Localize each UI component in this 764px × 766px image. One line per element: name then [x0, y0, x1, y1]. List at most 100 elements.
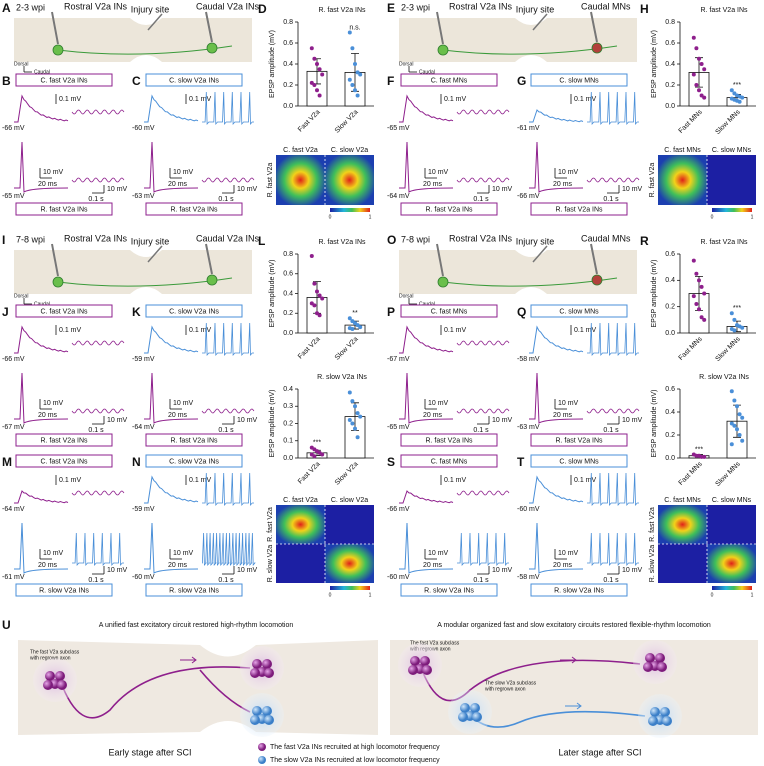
- panel-letter: I: [2, 233, 5, 247]
- box-label: C. slow MNs: [559, 458, 599, 465]
- rest-potential: -64 mV: [2, 506, 25, 513]
- box-label: R. slow V2a INs: [424, 587, 474, 594]
- neuron: [472, 712, 482, 722]
- data-point: [697, 56, 701, 61]
- colorbar-tick: 0: [711, 592, 714, 598]
- data-point: [312, 83, 317, 87]
- data-point: [358, 414, 363, 419]
- heatmap-cell: [276, 155, 325, 205]
- axis-label: Dorsal: [399, 293, 413, 299]
- cluster-note: The fast V2a subclass: [410, 640, 460, 646]
- stage: 2-3 wpi: [401, 2, 430, 12]
- label-box: [400, 202, 498, 216]
- scale-label: 0.1 s: [88, 427, 104, 434]
- data-point: [735, 404, 739, 409]
- data-point: [358, 325, 363, 330]
- rest-potential: -60 mV: [132, 574, 155, 581]
- heatmap-cell: [658, 505, 707, 544]
- data-point: [691, 258, 696, 263]
- box-label: R. slow V2a INs: [554, 587, 604, 594]
- heatmap-cell: [325, 544, 374, 583]
- legend-swatch: [258, 743, 266, 751]
- data-point: [315, 289, 319, 294]
- data-point: [694, 46, 699, 51]
- data-point: [737, 412, 742, 417]
- scale-label: 10 mV: [558, 169, 579, 176]
- data-point: [691, 35, 696, 40]
- row-label: R. slow V2a: [649, 545, 656, 582]
- heatmap-cell: [707, 505, 756, 544]
- label-box: [400, 304, 498, 318]
- data-point: [312, 303, 317, 308]
- neuron: [458, 712, 468, 722]
- trace: [529, 372, 584, 424]
- data-point: [309, 46, 314, 51]
- y-axis-label: EPSP amplitude (mV): [269, 260, 276, 328]
- injury-needle: [532, 13, 548, 31]
- y-tick-label: 0.0: [665, 103, 675, 110]
- box-label: C. fast MNs: [431, 77, 468, 84]
- trace: [399, 372, 454, 424]
- y-tick-label: 0.1: [283, 438, 293, 445]
- arrow: [565, 702, 582, 710]
- trace: [71, 177, 125, 183]
- heatmap-cell: [707, 544, 756, 583]
- box-label: R. fast V2a INs: [425, 206, 473, 213]
- data-point: [702, 291, 707, 296]
- panel-letter: F: [387, 74, 394, 88]
- axis-label: Caudal: [419, 301, 435, 307]
- data-point: [691, 294, 696, 299]
- box-label: C. slow MNs: [559, 308, 599, 315]
- y-tick-label: 0.2: [665, 304, 675, 311]
- y-tick-label: 0.2: [283, 82, 293, 89]
- rest-potential: -66 mV: [2, 125, 25, 132]
- colorbar-tick: 0: [711, 214, 714, 220]
- scale-label: 0.1 s: [473, 577, 489, 584]
- trace: [529, 522, 584, 574]
- trace: [14, 522, 69, 574]
- neuron: [460, 703, 470, 713]
- y-tick-label: 0.4: [283, 61, 293, 68]
- neuron: [264, 668, 274, 678]
- scale-label: 0.1 s: [218, 427, 234, 434]
- scale-label: 0.1 mV: [574, 327, 597, 334]
- significance: ***: [733, 82, 741, 89]
- neuron: [43, 680, 53, 690]
- heatmap-cell: [325, 155, 374, 205]
- neuron: [262, 659, 272, 669]
- label-box: [145, 304, 243, 318]
- summary-title: A unified fast excitatory circuit restor…: [99, 622, 294, 629]
- y-axis-label: EPSP amplitude (mV): [269, 390, 276, 458]
- scale-label: 0.1 mV: [59, 477, 82, 484]
- neuron: [264, 715, 274, 725]
- panel-letter: G: [517, 74, 526, 88]
- scale-label: 10 mV: [428, 169, 449, 176]
- rest-potential: -63 mV: [517, 424, 540, 431]
- y-tick-label: 0.8: [283, 251, 293, 258]
- colorbar: [330, 208, 370, 212]
- scale-label: 20 ms: [168, 181, 188, 188]
- scale-label: 10 mV: [237, 186, 258, 193]
- data-point: [350, 399, 355, 404]
- colorbar: [712, 208, 752, 212]
- data-point: [694, 83, 699, 87]
- neuron: [252, 706, 262, 716]
- panel-letter: J: [2, 305, 9, 319]
- spinal-cord: [399, 18, 637, 62]
- arrow: [560, 656, 577, 664]
- data-point: [702, 317, 707, 322]
- box-label: C. slow V2a INs: [169, 458, 219, 465]
- cell-label: Injury site: [516, 236, 555, 246]
- rest-potential: -58 mV: [517, 356, 540, 363]
- heatmap-cell: [276, 505, 325, 544]
- electrode: [51, 11, 59, 45]
- data-point: [740, 95, 745, 100]
- label-box: [145, 73, 243, 87]
- cell-label: Rostral V2a INs: [64, 1, 128, 11]
- rest-potential: -65 mV: [387, 424, 410, 431]
- trace: [202, 322, 254, 357]
- scale-label: 20 ms: [553, 181, 573, 188]
- cluster-note: The fast V2a subclass: [30, 649, 80, 655]
- axis-label: Caudal: [34, 69, 50, 75]
- trace: [14, 94, 69, 123]
